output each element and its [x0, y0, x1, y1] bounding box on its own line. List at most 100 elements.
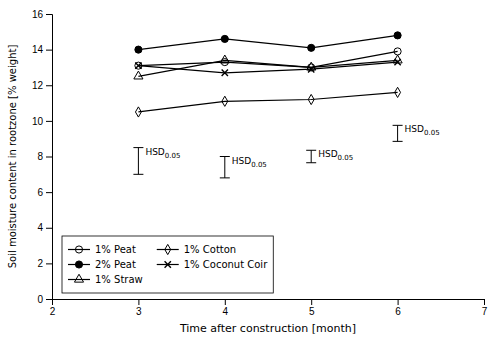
tick: 12: [32, 80, 52, 91]
hsd-cap: [220, 156, 230, 157]
tick-label: 8: [37, 151, 43, 162]
tick-label: 2: [37, 258, 43, 269]
legend-label: 1% Coconut Coir: [184, 259, 268, 270]
legend-item: 1% Coconut Coir: [157, 259, 268, 270]
point: [222, 70, 228, 76]
tick: 14: [32, 44, 52, 55]
tick-label: 0: [37, 294, 43, 305]
point: [222, 96, 228, 106]
tick-label: 4: [223, 306, 229, 317]
tick-mark: [484, 299, 485, 305]
tick-mark: [398, 299, 399, 305]
legend-label: 1% Cotton: [184, 244, 236, 255]
legend-swatch-marker: [165, 261, 171, 267]
point: [135, 107, 141, 117]
legend-swatch-line: [68, 279, 90, 280]
axis-line: [46, 15, 53, 300]
legend-item: 1% Peat: [68, 244, 136, 255]
hsd-label-sub: 0.05: [424, 129, 440, 137]
tick: 5: [309, 299, 315, 317]
tick-mark: [138, 299, 139, 305]
hsd-label-main: HSD: [318, 149, 337, 159]
tick-label: 7: [482, 306, 488, 317]
hsd-label-sub: 0.05: [338, 154, 354, 162]
series-line: [138, 92, 397, 112]
axis-line: [53, 300, 485, 306]
hsd-label: HSD0.05: [318, 149, 353, 162]
hsd-cap: [393, 141, 403, 142]
series-line: [138, 62, 397, 73]
tick-mark: [311, 299, 312, 305]
hsd-cap: [393, 125, 403, 126]
series-group: [133, 32, 402, 178]
tick: 7: [482, 299, 488, 317]
tick-label: 16: [32, 9, 44, 20]
annotations: HSD0.05HSD0.05HSD0.05HSD0.05: [145, 124, 439, 168]
legend-swatch-line: [157, 249, 179, 250]
hsd-label-main: HSD: [232, 156, 251, 166]
tick-label: 14: [32, 44, 44, 55]
y-axis-title: Soil moisture content in rootzone [% wei…: [7, 45, 18, 269]
tick: 2: [50, 299, 56, 317]
tick-label: 2: [50, 306, 56, 317]
hsd-label-sub: 0.05: [165, 152, 181, 160]
hsd-cap: [133, 147, 143, 148]
hsd-cap: [133, 174, 143, 175]
hsd-cap: [306, 150, 316, 151]
tick-mark: [46, 14, 52, 15]
tick: 16: [32, 9, 52, 20]
series-line: [138, 35, 397, 49]
hsd-cap: [306, 162, 316, 163]
tick-mark: [46, 228, 52, 229]
point: [395, 87, 401, 97]
tick-label: 6: [37, 187, 43, 198]
legend: 1% Peat2% Peat1% Straw1% Cotton1% Coconu…: [62, 236, 273, 293]
legend-swatch-marker: [74, 274, 83, 282]
legend-label: 1% Peat: [95, 244, 136, 255]
tick: 2: [37, 258, 52, 269]
tick-mark: [46, 85, 52, 86]
tick-mark: [46, 263, 52, 264]
tick-label: 12: [32, 80, 44, 91]
tick-mark: [46, 50, 52, 51]
series-line: [138, 60, 397, 76]
point: [134, 71, 143, 79]
hsd-cap: [220, 177, 230, 178]
tick: 10: [32, 116, 52, 127]
tick-mark: [46, 121, 52, 122]
tick: 3: [136, 299, 142, 317]
tick: 8: [37, 151, 52, 162]
hsd-label-sub: 0.05: [251, 161, 267, 169]
point: [308, 94, 314, 104]
point: [394, 32, 401, 39]
legend-swatch-marker: [75, 246, 82, 253]
tick: 4: [223, 299, 229, 317]
tick-label: 3: [136, 306, 142, 317]
hsd-label: HSD0.05: [232, 156, 267, 169]
legend-swatch-marker: [165, 244, 171, 254]
tick: 6: [37, 187, 52, 198]
point: [308, 44, 315, 51]
legend-box: [62, 236, 273, 293]
x-axis: 2 3 4 5 6 7: [50, 299, 488, 317]
hsd-bar: [138, 148, 139, 175]
tick-label: 5: [309, 306, 315, 317]
legend-item: 2% Peat: [68, 259, 136, 270]
hsd-label-main: HSD: [405, 124, 424, 134]
hsd-bar: [397, 125, 398, 141]
tick-label: 6: [395, 306, 401, 317]
point: [394, 59, 400, 65]
hsd-label-main: HSD: [145, 147, 164, 157]
point: [220, 55, 229, 63]
point: [394, 48, 401, 55]
hsd-label: HSD0.05: [145, 147, 180, 160]
y-axis: 0246810121416: [32, 9, 53, 305]
point: [135, 62, 141, 68]
point: [135, 46, 142, 53]
hsd-bar: [224, 157, 225, 178]
tick-mark: [46, 157, 52, 158]
tick-mark: [46, 299, 52, 300]
point: [308, 66, 314, 72]
chart: 2345670246810121416Time after constructi…: [0, 0, 500, 339]
tick: 6: [395, 299, 401, 317]
